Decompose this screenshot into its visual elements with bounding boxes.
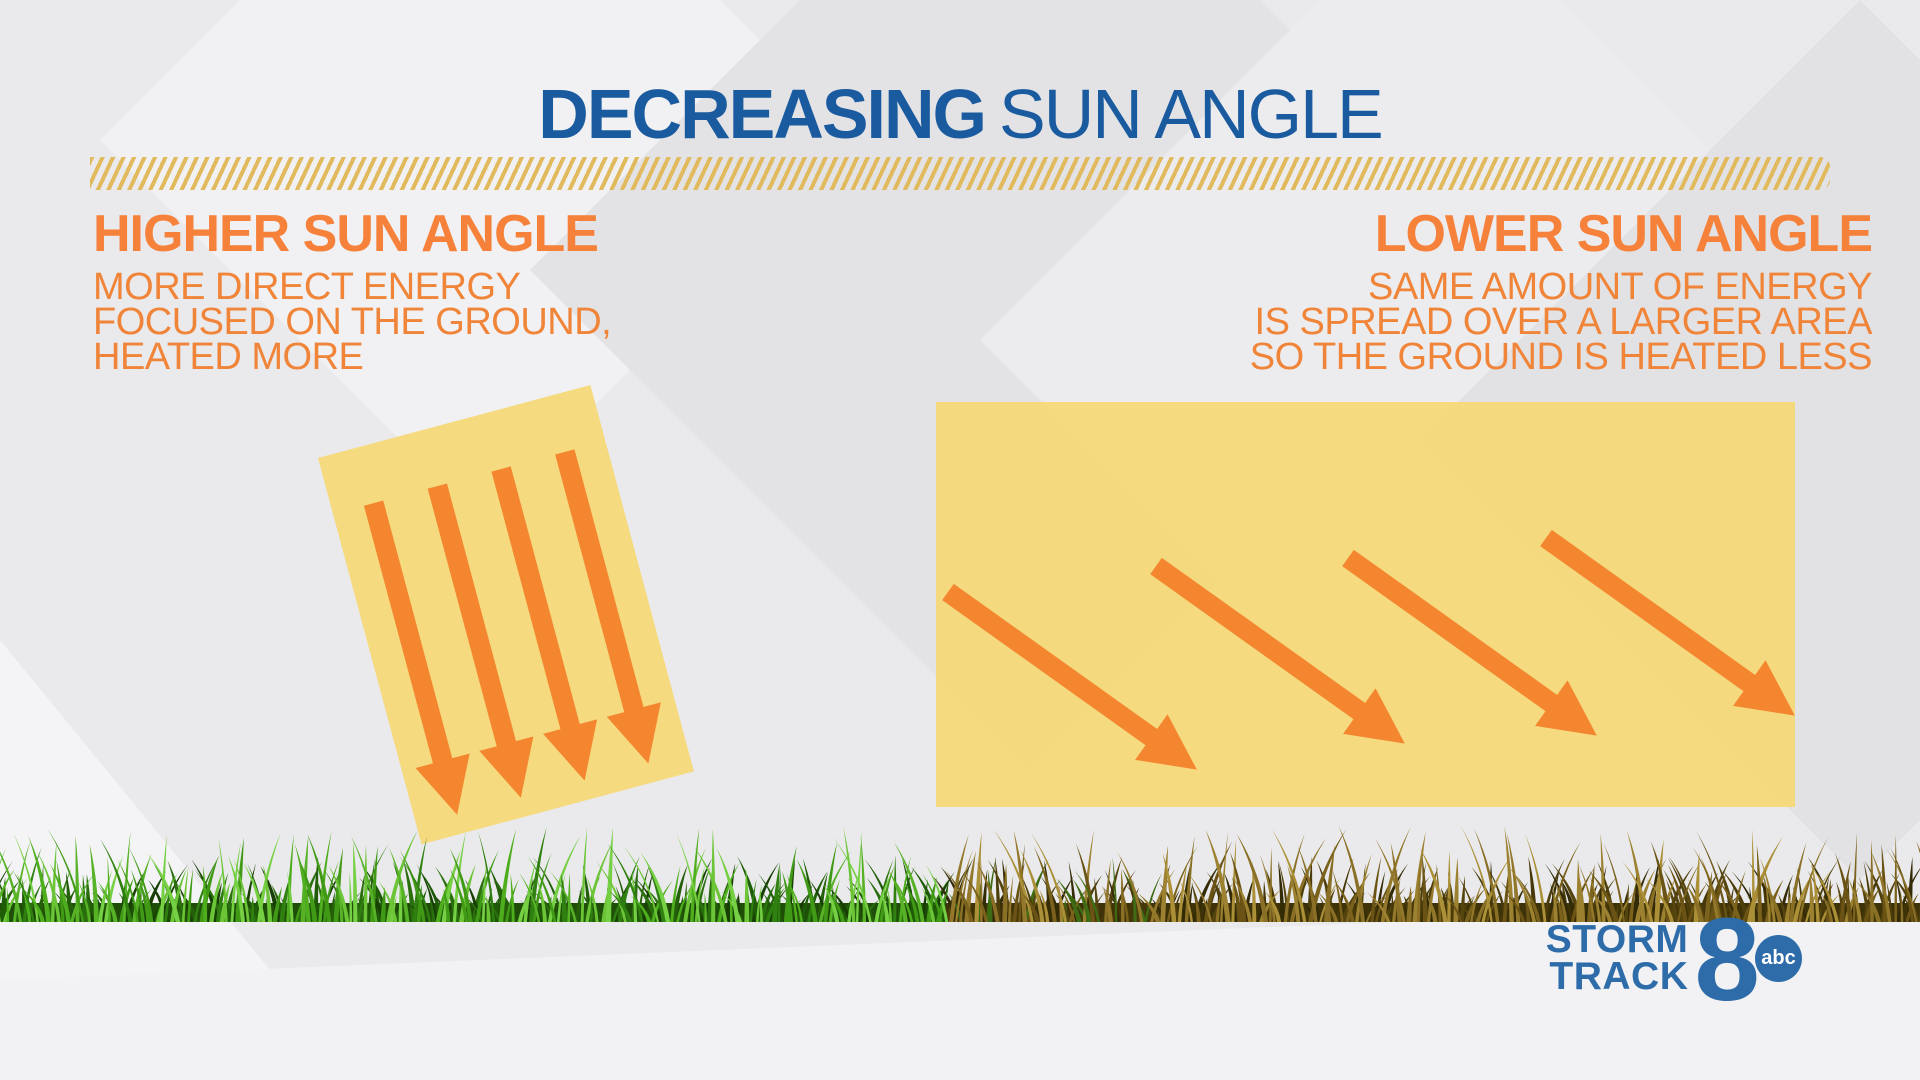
- direct-sun-arrow: [427, 483, 534, 798]
- slanted-sun-arrow: [942, 583, 1197, 770]
- right-panel-body: SAME AMOUNT OF ENERGY IS SPREAD OVER A L…: [1249, 266, 1873, 378]
- hatched-divider: [90, 157, 1830, 190]
- low-sun-beam-area: [936, 402, 1795, 807]
- abc-network-badge: abc: [1755, 934, 1802, 982]
- left-panel-body: MORE DIRECT ENERGY FOCUSED ON THE GROUND…: [93, 266, 612, 378]
- direct-sun-arrow: [555, 449, 661, 764]
- left-panel-line: FOCUSED ON THE GROUND,: [93, 301, 612, 343]
- low-sun-beam: [936, 402, 1795, 807]
- title-bold-word: DECREASING: [538, 75, 987, 153]
- left-panel-line: MORE DIRECT ENERGY: [93, 266, 521, 308]
- left-panel-line: HEATED MORE: [93, 336, 364, 378]
- direct-sun-arrow: [491, 466, 598, 781]
- high-sun-beam: [318, 385, 694, 845]
- grass-band: [0, 826, 1920, 922]
- higher-sun-angle-panel: HIGHER SUN ANGLE MORE DIRECT ENERGY FOCU…: [93, 205, 612, 378]
- lower-sun-angle-panel: LOWER SUN ANGLE SAME AMOUNT OF ENERGY IS…: [1249, 205, 1873, 378]
- logo-word-storm: STORM: [1545, 918, 1689, 961]
- right-panel-heading: LOWER SUN ANGLE: [1374, 205, 1873, 263]
- slanted-sun-arrow: [1150, 557, 1405, 744]
- right-panel-line: IS SPREAD OVER A LARGER AREA: [1254, 301, 1873, 343]
- left-panel-heading: HIGHER SUN ANGLE: [93, 205, 599, 263]
- slanted-sun-arrow: [1540, 529, 1795, 716]
- logo-wordmark: STORM TRACK: [1545, 918, 1689, 998]
- right-panel-line: SAME AMOUNT OF ENERGY: [1368, 266, 1872, 308]
- right-panel-line: SO THE GROUND IS HEATED LESS: [1249, 336, 1873, 378]
- storm-track-8-logo: STORM TRACK 8 abc: [1545, 894, 1802, 1026]
- slanted-sun-arrow: [1342, 549, 1597, 736]
- direct-sun-arrow: [363, 500, 470, 815]
- high-sun-beam-area: [318, 385, 694, 845]
- page-title: DECREASING SUN ANGLE: [0, 74, 1920, 154]
- title-regular-words: SUN ANGLE: [999, 75, 1384, 153]
- logo-word-track: TRACK: [1549, 955, 1689, 998]
- logo-channel-number: 8: [1694, 894, 1760, 1026]
